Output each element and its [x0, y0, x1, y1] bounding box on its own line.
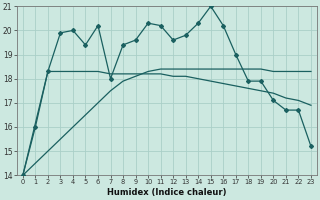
X-axis label: Humidex (Indice chaleur): Humidex (Indice chaleur)	[107, 188, 227, 197]
